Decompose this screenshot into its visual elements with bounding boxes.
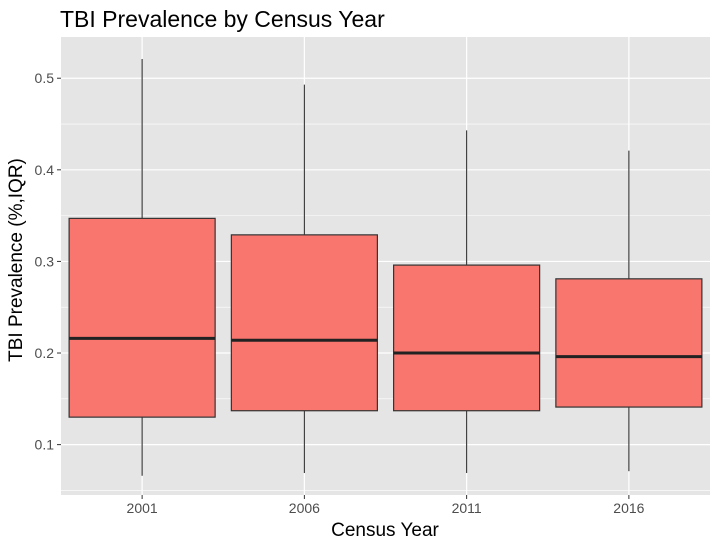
- y-tick-label: 0.1: [35, 437, 55, 453]
- iqr-box: [68, 217, 216, 418]
- y-tick-label: 0.4: [35, 162, 55, 178]
- x-tick-label: 2016: [613, 500, 644, 516]
- x-tick-label: 2011: [452, 500, 482, 516]
- iqr-box: [393, 264, 541, 412]
- chart-title: TBI Prevalence by Census Year: [60, 6, 385, 32]
- iqr-box: [230, 234, 378, 412]
- boxes-layer: [68, 58, 703, 476]
- x-tick-label: 2006: [289, 500, 320, 516]
- x-axis-ticks: 2001 2006 2011 2016: [127, 495, 645, 516]
- box-2011: [393, 130, 541, 474]
- box-2001: [68, 58, 216, 476]
- box-2016: [555, 150, 703, 472]
- y-tick-label: 0.2: [35, 345, 55, 361]
- iqr-box: [555, 278, 703, 408]
- x-tick-label: 2001: [127, 500, 158, 516]
- box-2006: [230, 84, 378, 474]
- y-tick-label: 0.5: [35, 70, 55, 86]
- y-axis-ticks: 0.1 0.2 0.3 0.4 0.5: [35, 70, 61, 453]
- x-axis-title: Census Year: [331, 520, 439, 541]
- y-tick-label: 0.3: [35, 253, 55, 269]
- y-axis-title: TBI Prevalence (%,IQR): [6, 158, 27, 362]
